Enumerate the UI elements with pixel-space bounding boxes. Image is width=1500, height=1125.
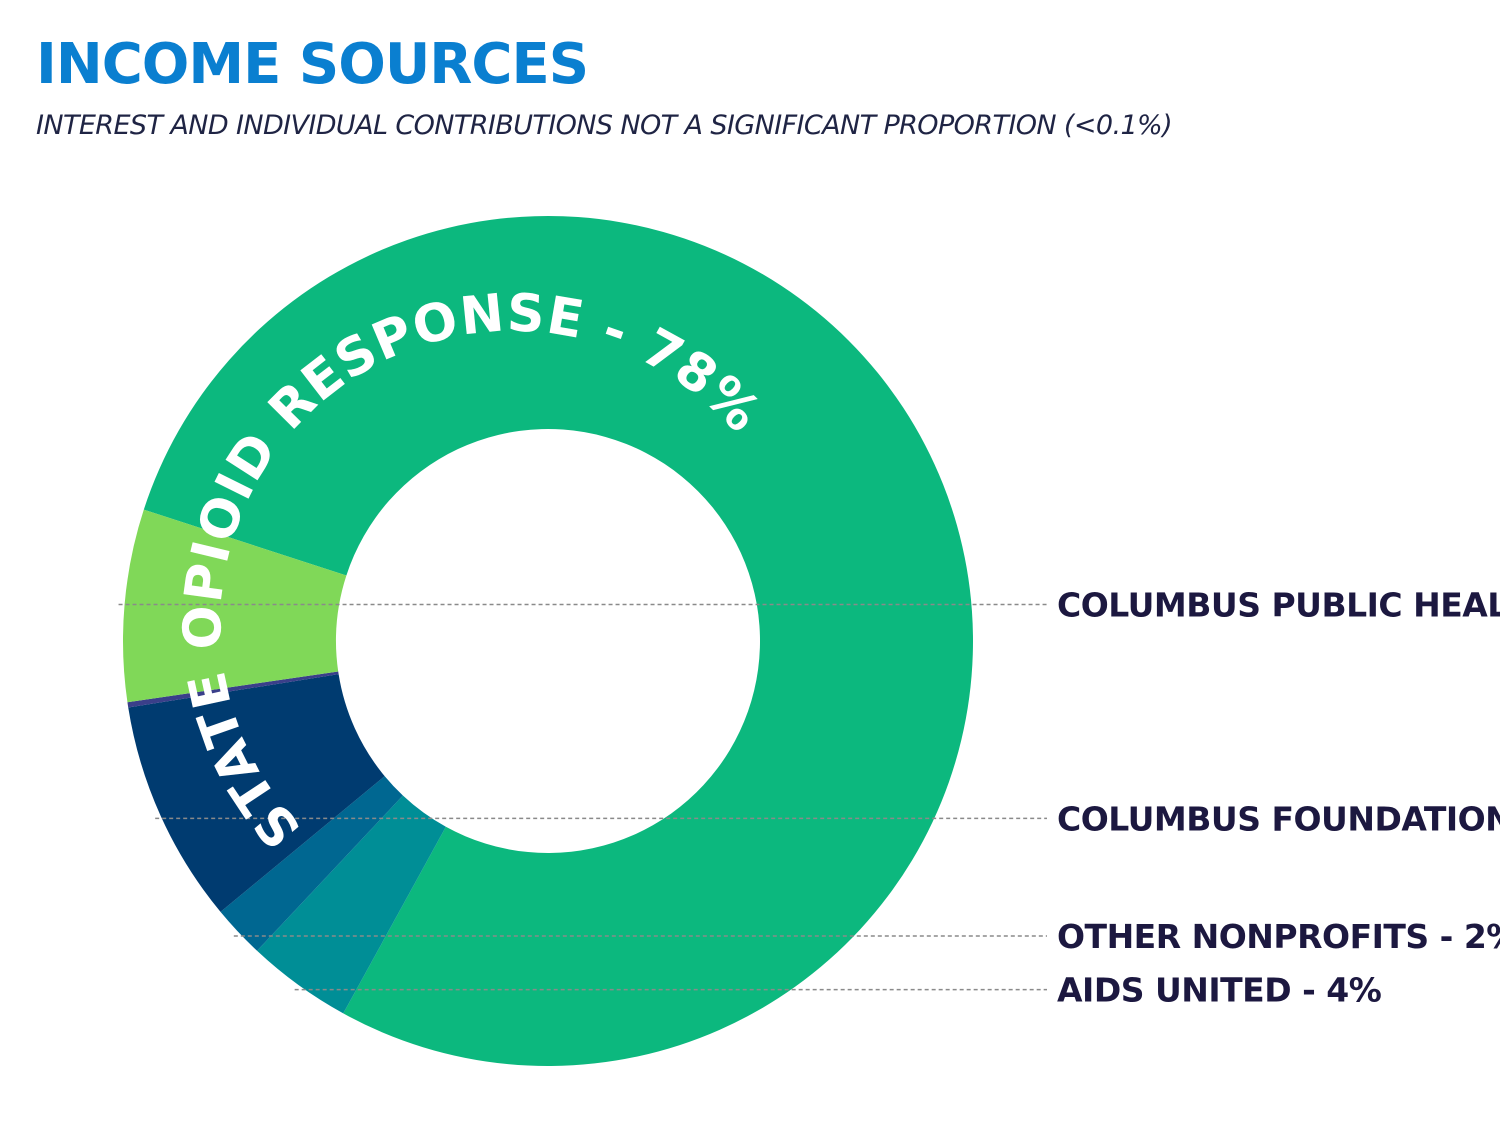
page-title: INCOME SOURCES bbox=[36, 32, 589, 97]
slice-other-nonprofits bbox=[220, 776, 403, 951]
slice-label-other-nonprofits: OTHER NONPROFITS - 2% bbox=[1057, 917, 1500, 956]
slice-columbus-public-health bbox=[123, 509, 347, 703]
slice-label-columbus-foundation: COLUMBUS FOUNDATION bbox=[1057, 799, 1500, 838]
slice-aids-united bbox=[257, 795, 446, 1014]
slice-label-aids-united: AIDS UNITED - 4% bbox=[1057, 971, 1382, 1010]
slice-unlabeled-4 bbox=[127, 671, 339, 708]
slice-columbus-foundation bbox=[128, 674, 385, 912]
slice-label-columbus-public-health: COLUMBUS PUBLIC HEALTH bbox=[1057, 585, 1500, 624]
page-subtitle: INTEREST AND INDIVIDUAL CONTRIBUTIONS NO… bbox=[36, 110, 1173, 141]
slice-state-opioid-response bbox=[143, 216, 974, 1067]
